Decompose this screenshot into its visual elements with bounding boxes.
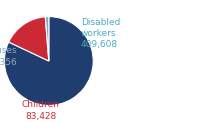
Wedge shape xyxy=(4,17,93,105)
Text: Disabled
workers
409,608: Disabled workers 409,608 xyxy=(81,18,120,49)
Wedge shape xyxy=(9,17,49,61)
Wedge shape xyxy=(45,17,49,61)
Text: Spouses
6,356: Spouses 6,356 xyxy=(0,46,17,67)
Text: Children
83,428: Children 83,428 xyxy=(22,100,60,121)
